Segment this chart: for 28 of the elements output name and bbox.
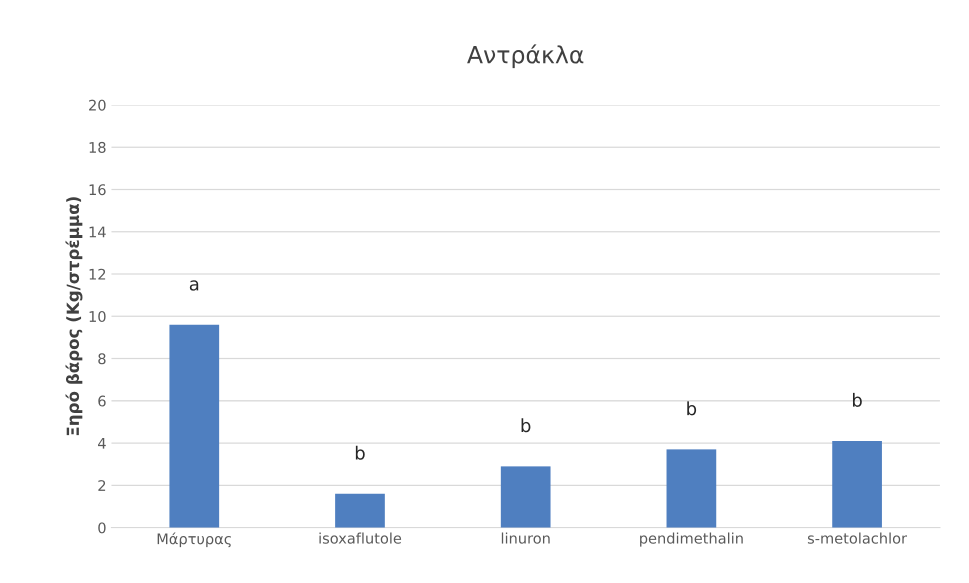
annotation: b [356, 446, 365, 460]
x-tick-label: pendimethalin [640, 532, 743, 547]
y-tick-label: 20 [89, 100, 106, 111]
y-tick-label: 14 [90, 226, 106, 238]
bar [832, 440, 882, 528]
annotation: b [852, 392, 862, 407]
bar [169, 324, 220, 528]
x-tick-label: s-metolachlor [808, 532, 908, 544]
y-tick-label: 2 [98, 480, 106, 491]
bar [666, 449, 716, 528]
y-tick-label: 8 [98, 353, 106, 364]
y-tick-label: 16 [90, 184, 106, 196]
y-tick-label: 6 [98, 396, 106, 407]
annotation: a [190, 280, 198, 291]
y-tick-label: 18 [90, 142, 106, 153]
annotation: b [522, 418, 530, 432]
annotation: b [687, 401, 696, 416]
chart-title: Αντράκλα [467, 44, 584, 68]
y-axis-title: Ξηρό βάρος (Kg/στρέμμα) [66, 197, 82, 436]
x-tick-label: linuron [502, 532, 550, 544]
y-tick-label: 10 [90, 310, 106, 322]
y-tick-label: 0 [98, 522, 106, 534]
x-tick-label: Μάρτυρας [158, 532, 231, 548]
x-tick-label: isoxaflutole [319, 532, 402, 544]
y-tick-label: 12 [90, 268, 106, 280]
y-tick-label: 4 [98, 438, 106, 449]
bar [335, 494, 385, 528]
bar [500, 466, 551, 528]
